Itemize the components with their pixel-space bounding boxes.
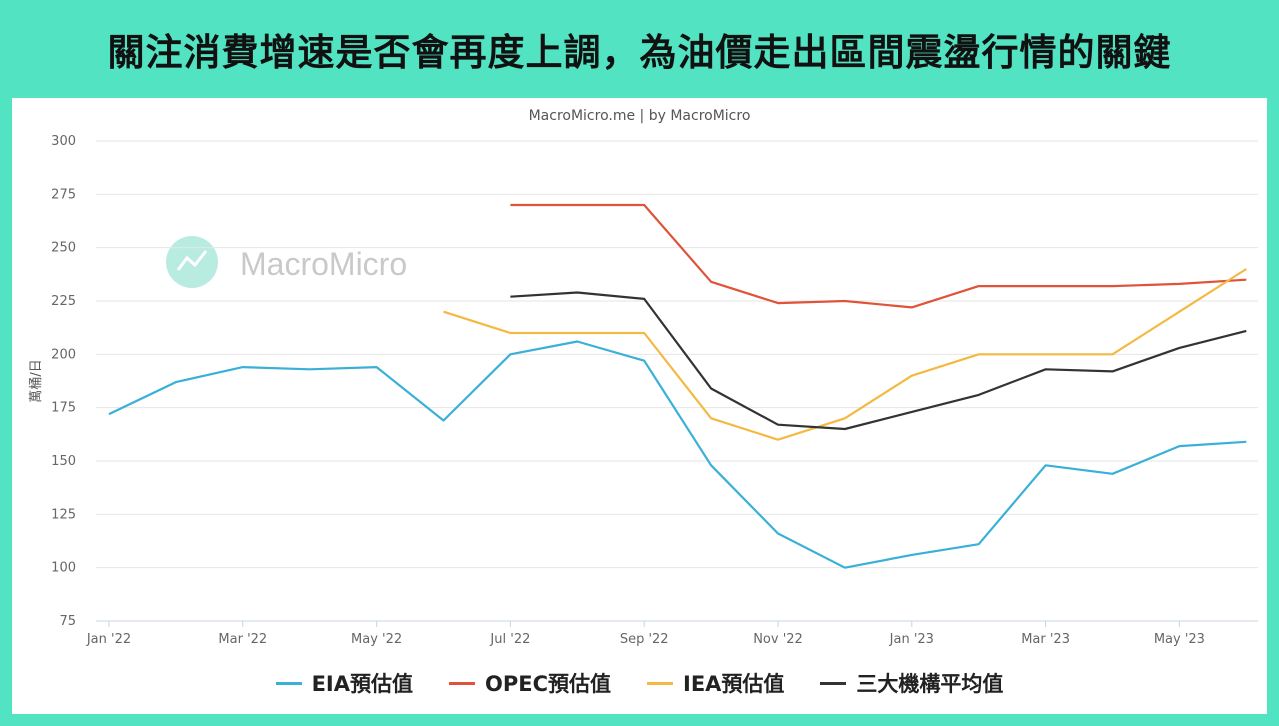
y-tick-label: 275 [51,187,76,202]
legend-item-3[interactable]: IEA預估值 [647,668,784,698]
y-tick-label: 150 [51,454,76,469]
y-tick-label: 300 [51,134,76,149]
y-tick-label: 250 [51,241,76,256]
y-axis-label: 萬桶/日 [29,359,44,402]
series-line-4 [510,291,1247,431]
legend-swatch [647,681,673,685]
chart-panel: MacroMicro.me | by MacroMicro MacroMicro… [12,98,1267,714]
watermark-text: MacroMicro [240,246,407,282]
line-chart: MacroMicro 75 100 125 150 175 200 225 250 275 300 J… [29,134,1258,647]
series-line-2 [510,203,1247,309]
x-tick-label: Nov '22 [753,632,803,647]
chart-legend: EIA預估值 OPEC預估值 IEA預估值 三大機構平均值 [12,668,1267,698]
x-tick-label: Mar '22 [218,632,267,647]
y-tick-label: 200 [51,347,76,362]
legend-swatch [820,681,847,685]
y-tick-label: 125 [51,507,76,522]
legend-label: EIA預估值 [311,672,413,696]
legend-swatch [275,681,302,685]
x-tick-label: Sep '22 [620,632,669,647]
x-tick-label: Mar '23 [1021,632,1070,647]
y-tick-label: 75 [59,614,76,629]
x-tick-label: May '23 [1154,632,1205,647]
x-tick-label: Jan '22 [86,632,131,647]
legend-item-4[interactable]: 三大機構平均值 [820,668,1003,698]
series-line-3 [443,268,1247,441]
legend-item-2[interactable]: OPEC預估值 [449,668,611,698]
legend-label: IEA預估值 [683,672,785,696]
x-tick-label: Jan '23 [889,632,934,647]
x-tick-label: May '22 [351,632,402,647]
headline: 關注消費增速是否會再度上調，為油價走出區間震盪行情的關鍵 [107,31,1172,74]
chart-source: MacroMicro.me | by MacroMicro [528,108,751,124]
legend-item-1[interactable]: EIA預估值 [275,668,413,698]
watermark-chart-icon [176,250,208,271]
y-tick-label: 175 [51,401,76,416]
legend-label: OPEC預估值 [485,672,611,696]
x-tick-label: Jul '22 [489,632,530,647]
y-tick-label: 100 [51,561,76,576]
legend-label: 三大機構平均值 [856,672,1004,696]
legend-swatch [449,681,475,685]
series-line-1 [108,340,1247,569]
y-tick-label: 225 [51,294,76,309]
